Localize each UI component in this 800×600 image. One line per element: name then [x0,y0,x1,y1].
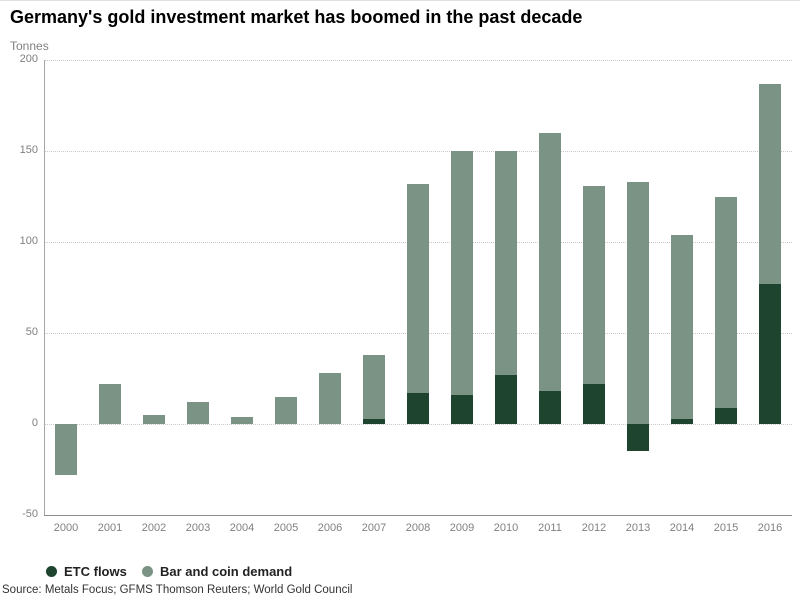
bar-segment-2008-etc-flows [407,393,429,424]
bar-segment-2012-etc-flows [583,384,605,424]
x-tick-label-2012: 2012 [581,522,607,534]
y-tick-label-100: 100 [19,235,38,247]
bar-segment-2008-bar-and-coin-demand [407,184,429,393]
y-tick-label-150: 150 [19,144,38,156]
x-tick-label-2000: 2000 [53,522,79,534]
bar-segment-2006-bar-and-coin-demand [319,373,341,424]
bar-segment-2009-etc-flows [451,395,473,424]
x-tick-label-2008: 2008 [405,522,431,534]
x-axis-line [44,515,792,516]
bar-segment-2016-bar-and-coin-demand [759,84,781,284]
legend-label-bar-and-coin: Bar and coin demand [160,564,293,579]
y-tick-label-0: 0 [31,417,38,429]
bar-segment-2000-bar-and-coin-demand [55,424,77,475]
bar-segment-2003-bar-and-coin-demand [187,402,209,424]
bar-segment-2010-bar-and-coin-demand [495,151,517,375]
x-tick-label-2005: 2005 [273,522,299,534]
bar-segment-2011-bar-and-coin-demand [539,133,561,391]
legend: ETC flows Bar and coin demand [0,564,800,580]
etc-flows-swatch-icon [46,566,57,577]
x-tick-label-2003: 2003 [185,522,211,534]
bar-segment-2005-bar-and-coin-demand [275,397,297,424]
bar-segment-2013-bar-and-coin-demand [627,182,649,424]
x-tick-label-2015: 2015 [713,522,739,534]
x-tick-label-2014: 2014 [669,522,695,534]
x-tick-label-2013: 2013 [625,522,651,534]
bar-segment-2004-bar-and-coin-demand [231,417,253,424]
y-tick-label-200: 200 [19,53,38,65]
gridline-200 [44,60,792,61]
bar-segment-2010-etc-flows [495,375,517,424]
bar-segment-2011-etc-flows [539,391,561,424]
bar-segment-2014-bar-and-coin-demand [671,235,693,419]
x-tick-label-2010: 2010 [493,522,519,534]
bar-and-coin-swatch-icon [142,566,153,577]
y-axis-line [44,60,45,515]
x-tick-label-2011: 2011 [538,522,562,534]
bar-segment-2007-bar-and-coin-demand [363,355,385,419]
bar-segment-2013-etc-flows [627,424,649,451]
x-tick-label-2009: 2009 [449,522,475,534]
y-tick-label-50: 50 [25,326,38,338]
gridline-150 [44,151,792,152]
source-attribution: Source: Metals Focus; GFMS Thomson Reute… [2,584,353,596]
x-tick-label-2004: 2004 [229,522,255,534]
legend-item-bar-and-coin: Bar and coin demand [142,564,292,579]
x-tick-label-2007: 2007 [361,522,387,534]
bar-segment-2015-etc-flows [715,408,737,424]
bar-segment-2015-bar-and-coin-demand [715,197,737,408]
x-tick-label-2001: 2001 [97,522,123,534]
plot-area: 200 150 100 50 0 -50 2000 2001 2002 2003 2004 2005 2… [0,1,800,546]
y-tick-label--50: -50 [22,508,38,520]
gridline-0 [44,424,792,425]
x-tick-label-2016: 2016 [757,522,783,534]
bar-segment-2001-bar-and-coin-demand [99,384,121,424]
bar-segment-2002-bar-and-coin-demand [143,415,165,424]
y-axis-unit-label: Tonnes [10,39,49,53]
x-tick-label-2002: 2002 [141,522,167,534]
x-tick-label-2006: 2006 [317,522,343,534]
legend-label-etc-flows: ETC flows [64,564,127,579]
bar-segment-2009-bar-and-coin-demand [451,151,473,395]
bar-segment-2016-etc-flows [759,284,781,424]
legend-item-etc-flows: ETC flows [46,564,127,579]
bar-segment-2007-etc-flows [363,419,385,424]
chart-title: Germany's gold investment market has boo… [10,7,583,27]
bar-segment-2012-bar-and-coin-demand [583,186,605,384]
bar-segment-2014-etc-flows [671,419,693,424]
